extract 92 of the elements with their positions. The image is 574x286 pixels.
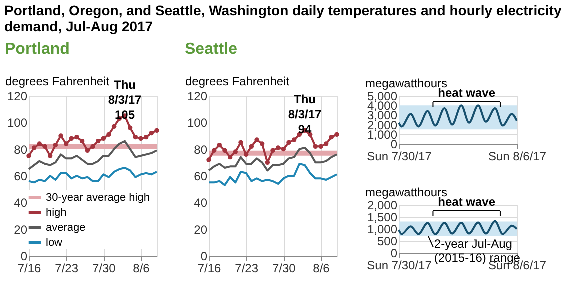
point (53, 142, 58, 148)
y-tick-label: 5,000 (367, 90, 398, 104)
y-tick-label: 120 (187, 90, 208, 104)
point (85, 148, 90, 154)
x-tick-label: 7/16 (18, 262, 42, 276)
y-tick-label: 60 (14, 170, 28, 184)
x-tick-label: Sun 7/30/17 (367, 150, 432, 164)
y-tick-label: 60 (194, 170, 208, 184)
point (249, 144, 254, 150)
y-axis-title: megawatthours (366, 186, 448, 200)
y-tick-label: 80 (194, 142, 208, 157)
point (329, 134, 334, 140)
y-tick-label: 0 (200, 250, 208, 264)
y-axis-title: degrees Fahrenheit (186, 74, 290, 88)
line-series (28, 167, 158, 184)
x-tick-label: 7/30 (92, 262, 116, 276)
point (260, 142, 265, 146)
x-tick-label: 7/23 (235, 262, 259, 276)
point (26, 154, 32, 158)
y-tick-label: 1,000 (367, 222, 398, 236)
point (96, 138, 101, 144)
y-tick-label: 0 (20, 250, 28, 264)
point (138, 136, 144, 142)
y-tick-label: 40 (14, 196, 28, 210)
point (32, 146, 37, 150)
y-tick-label: 1,500 (367, 210, 398, 224)
point (128, 126, 133, 130)
point (265, 160, 270, 166)
y-tick-label: 20 (194, 222, 208, 237)
line-series (208, 147, 338, 172)
point (228, 154, 233, 160)
legend-label: high (46, 207, 67, 219)
x-tick-label: 8/6 (133, 262, 150, 276)
point (254, 138, 260, 142)
x-tick-label: 8/6 (313, 262, 330, 276)
point (42, 144, 48, 150)
chart-title: Seattle (185, 41, 238, 58)
point (217, 142, 222, 148)
point (133, 134, 138, 140)
legend-label: average (46, 222, 86, 234)
chart-title: Portland (5, 41, 70, 58)
legend-label: 30-year average high (46, 192, 150, 204)
y-axis-title: degrees Fahrenheit (6, 74, 110, 88)
point (313, 144, 318, 150)
point (286, 140, 292, 146)
point (222, 148, 228, 154)
y-tick-label: 100 (7, 116, 28, 130)
y-tick-label: 100 (187, 116, 208, 130)
y-tick-label: 0 (390, 138, 398, 152)
y-tick-label: 0 (390, 246, 398, 260)
line-series (208, 163, 338, 186)
point (101, 136, 106, 142)
point (292, 138, 297, 142)
point (37, 142, 42, 146)
y-tick-label: 500 (377, 234, 398, 248)
legend-label: low (46, 237, 63, 249)
point (69, 136, 74, 142)
point (112, 124, 117, 130)
point (90, 144, 96, 150)
y-tick-label: 40 (194, 196, 208, 210)
line-series (28, 140, 158, 170)
point (144, 134, 149, 140)
annotation: Thu 8/3/17 105 (108, 78, 142, 122)
point (276, 146, 281, 150)
x-tick-label: Sun 7/30/17 (367, 258, 432, 272)
point (233, 150, 238, 154)
point (244, 152, 249, 158)
point (324, 142, 329, 146)
x-tick-label: 7/23 (55, 262, 79, 276)
point (64, 142, 69, 146)
point (106, 132, 112, 138)
point (58, 134, 64, 138)
point (74, 134, 80, 140)
x-tick-label: 7/30 (272, 262, 296, 276)
text: Portland, Oregon, and Seattle, Washington daily temperatures and hourly electricity demand, Jul-Aug 2017 (4, 2, 562, 34)
y-tick-label: 20 (14, 222, 28, 237)
point (149, 130, 154, 136)
point (212, 148, 217, 154)
y-axis-title: megawatthours (366, 76, 448, 90)
point (334, 132, 340, 138)
point (270, 148, 276, 154)
point (80, 138, 85, 144)
x-tick-label: Sun 8/6/17 (488, 150, 547, 164)
y-tick-label: 80 (14, 142, 28, 157)
y-tick-label: 120 (7, 90, 28, 104)
x-tick-label: 7/16 (198, 262, 222, 276)
point (154, 128, 160, 134)
y-tick-label: 2,000 (367, 198, 398, 212)
point (206, 158, 212, 162)
point (281, 146, 286, 152)
point (48, 154, 53, 158)
point (318, 144, 324, 150)
